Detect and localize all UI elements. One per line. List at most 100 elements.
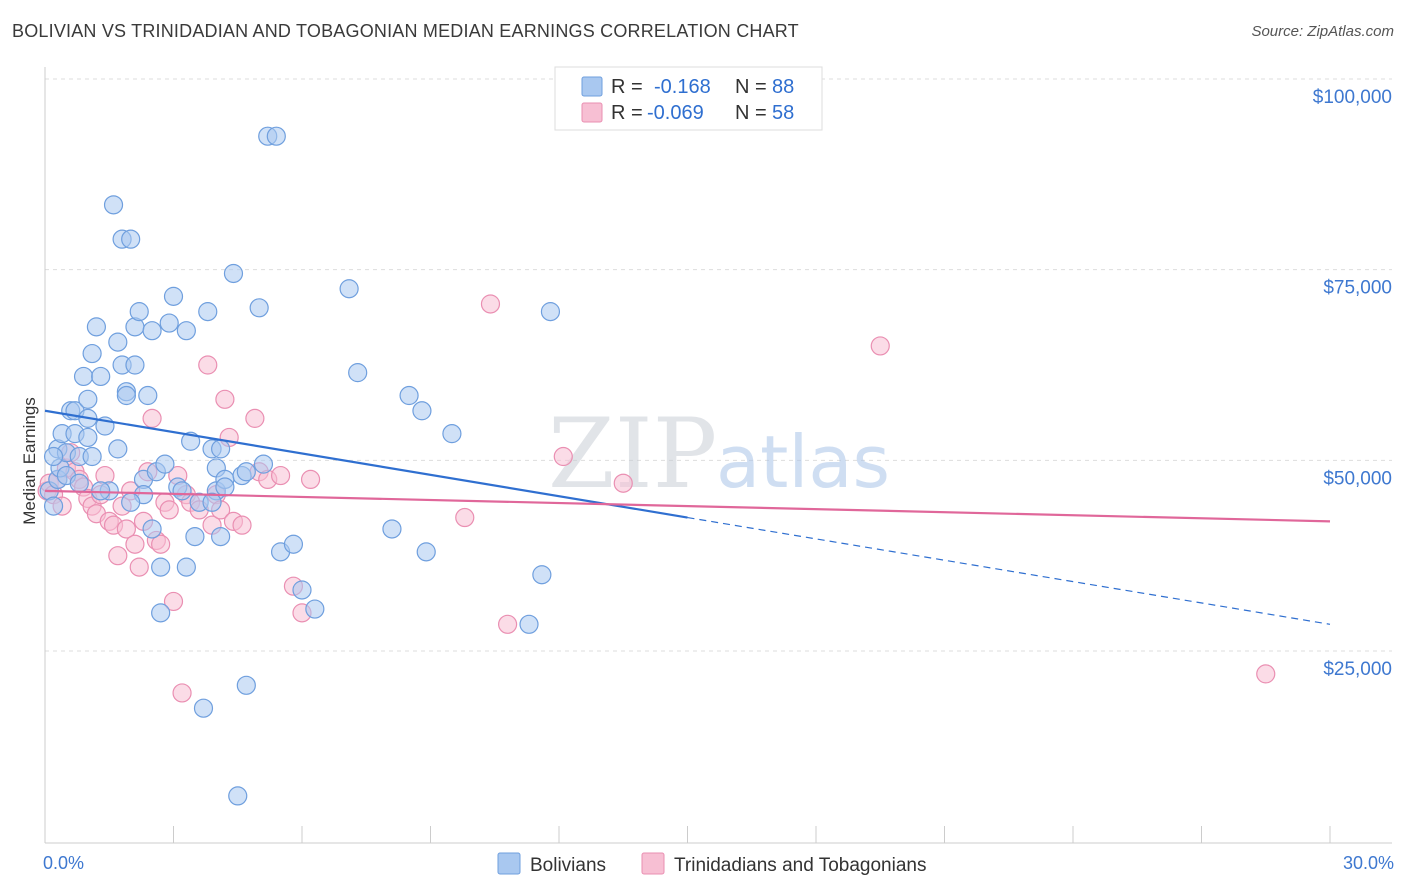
bottom-legend-bolivians: Bolivians — [530, 855, 606, 876]
trinidadian-point — [480, 294, 501, 314]
legend-r-value-1: -0.168 — [654, 76, 711, 98]
legend-swatch-bolivians — [581, 76, 603, 97]
trinidadian-point — [215, 389, 235, 409]
bottom-legend-trinidadians: Trinidadians and Tobagonians — [674, 855, 926, 876]
bolivian-point — [185, 526, 205, 547]
y-tick-label: $50,000 — [1323, 468, 1392, 489]
bolivian-point — [155, 454, 175, 474]
bolivian-point — [69, 473, 89, 493]
bolivian-point — [43, 496, 64, 516]
bolivian-trend-solid — [44, 409, 688, 519]
trinidadian-point — [270, 465, 291, 486]
bolivian-trend-dashed — [687, 516, 1331, 625]
bolivian-point — [532, 565, 552, 585]
bolivian-point — [211, 439, 231, 459]
bolivian-point — [198, 302, 218, 322]
bolivian-point — [142, 519, 162, 539]
trinidadian-point — [232, 515, 252, 535]
bolivian-point — [215, 477, 235, 497]
bolivian-point — [339, 279, 359, 299]
chart-title: BOLIVIAN VS TRINIDADIAN AND TOBAGONIAN M… — [12, 21, 799, 41]
bolivian-point — [305, 599, 325, 619]
bottom-legend-swatch-bolivians — [497, 852, 521, 875]
bolivian-point — [108, 332, 128, 352]
legend-r-label-1: R = — [611, 76, 643, 98]
trinidadian-point — [870, 336, 890, 356]
trinidadian-trend-line — [44, 489, 1331, 523]
trinidadian-point — [129, 557, 149, 577]
bolivian-point — [163, 286, 184, 306]
bolivian-point — [211, 526, 231, 547]
bolivian-point — [82, 446, 102, 467]
bolivian-point — [382, 519, 402, 539]
x-tick-label-max: 30.0% — [1343, 853, 1394, 873]
watermark-atlas: atlas — [716, 420, 890, 504]
bolivian-point — [519, 614, 539, 634]
bolivian-point — [223, 263, 244, 284]
x-tick-label-min: 0.0% — [43, 853, 84, 873]
tick-labels: $25,000 $50,000 $75,000 $100,000 0.0% 30.0% — [43, 87, 1394, 873]
bolivian-point — [138, 385, 158, 406]
trinidadian-point — [498, 614, 518, 634]
bottom-legend-swatch-trinidadians — [641, 852, 665, 875]
bolivian-point — [142, 321, 162, 341]
legend-n-label-2: N = — [735, 102, 767, 124]
bolivian-point — [176, 321, 196, 341]
bolivian-point — [91, 366, 111, 387]
bolivian-point — [43, 446, 64, 467]
bolivian-points — [39, 126, 561, 806]
bolivian-point — [236, 462, 256, 482]
trinidadian-point — [159, 500, 179, 520]
legend-n-label-1: N = — [735, 76, 767, 98]
legend-n-value-1: 88 — [772, 76, 794, 98]
trinidadian-point — [245, 408, 265, 428]
bolivian-point — [228, 786, 248, 806]
bolivian-point — [412, 401, 432, 421]
series-legend: Bolivians Trinidadians and Tobagonians — [497, 852, 926, 876]
trinidadian-point — [125, 534, 145, 554]
bolivian-point — [176, 557, 196, 577]
bolivian-point — [78, 389, 98, 409]
bolivian-point — [540, 302, 561, 322]
trinidadian-point — [198, 355, 218, 375]
bolivian-point — [283, 534, 304, 554]
trinidadian-point — [553, 446, 573, 467]
legend-r-label-2: R = — [611, 102, 643, 124]
trinidadian-point — [142, 408, 162, 428]
bolivian-point — [91, 481, 111, 501]
y-axis-label: Median Earnings — [20, 397, 39, 525]
trinidadian-point — [108, 546, 128, 566]
bolivian-point — [416, 542, 436, 562]
y-tick-label: $100,000 — [1313, 87, 1392, 108]
y-tick-label: $25,000 — [1323, 659, 1392, 680]
bolivian-point — [292, 580, 312, 600]
bolivian-point — [125, 355, 145, 375]
grid-layer — [45, 78, 1392, 652]
bolivian-point — [121, 229, 141, 249]
bolivian-point — [82, 343, 102, 364]
bolivian-point — [116, 385, 136, 406]
bolivian-point — [172, 481, 192, 501]
trinidadian-point — [1256, 664, 1276, 684]
trinidadian-point — [300, 469, 321, 489]
bolivian-point — [159, 313, 179, 333]
trinidadian-point — [151, 534, 171, 554]
bolivian-point — [348, 363, 368, 383]
watermark-zip: ZIP — [548, 398, 717, 510]
y-tick-label: $75,000 — [1323, 278, 1392, 299]
bolivian-point — [151, 603, 171, 623]
bolivian-point — [129, 302, 149, 322]
trinidadian-point — [163, 591, 184, 612]
bolivian-point — [193, 698, 214, 718]
legend-n-value-2: 58 — [772, 102, 794, 124]
bolivian-point — [121, 492, 141, 512]
bolivian-point — [103, 195, 124, 215]
bolivian-point — [399, 385, 419, 406]
bolivian-point — [108, 439, 128, 459]
bolivian-point — [86, 317, 107, 337]
source-label: Source: ZipAtlas.com — [1251, 23, 1394, 40]
legend-swatch-trinidadians — [581, 102, 603, 123]
bolivian-point — [442, 424, 462, 444]
trinidadian-point — [172, 683, 192, 703]
